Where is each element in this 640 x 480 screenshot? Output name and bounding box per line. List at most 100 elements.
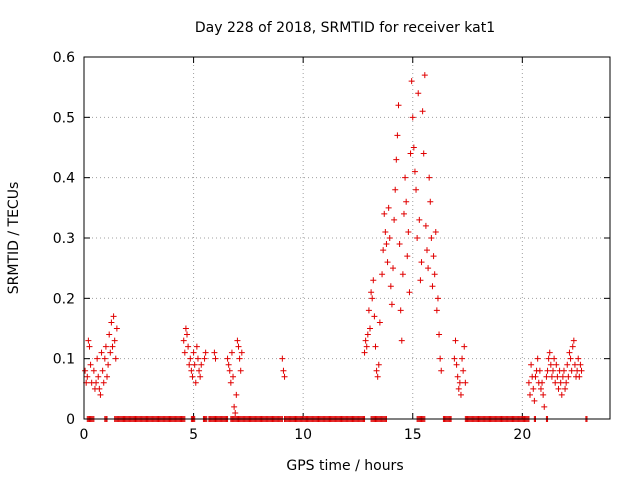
data-point <box>417 277 424 284</box>
data-point <box>181 349 188 356</box>
data-point <box>404 253 411 260</box>
data-point <box>395 102 402 109</box>
data-point <box>568 367 575 374</box>
data-point <box>364 331 371 338</box>
data-point <box>559 373 566 380</box>
y-axis-label: SRMTID / TECUs <box>6 182 22 295</box>
data-point <box>437 355 444 362</box>
data-point <box>555 385 562 392</box>
data-point <box>104 373 111 380</box>
data-point <box>409 114 416 121</box>
data-point <box>381 210 388 217</box>
data-point <box>415 90 422 97</box>
data-point <box>456 379 463 386</box>
data-point <box>182 325 189 332</box>
data-point <box>543 373 550 380</box>
axis-ticks: 0 0.1 0.2 0.3 0.4 0.5 0.6 0 5 10 15 20 <box>53 50 610 443</box>
data-point <box>402 174 409 181</box>
x-axis-label: GPS time / hours <box>286 458 403 474</box>
data-point <box>361 349 368 356</box>
data-point <box>406 289 413 296</box>
data-point <box>100 379 107 386</box>
data-point <box>367 325 374 332</box>
data-point <box>97 391 104 398</box>
data-point <box>87 361 94 368</box>
data-point <box>390 265 397 272</box>
data-point <box>550 367 557 374</box>
data-point <box>85 337 92 344</box>
data-point <box>531 397 538 404</box>
data-point <box>362 337 369 344</box>
data-point <box>416 216 423 223</box>
data-point <box>189 373 196 380</box>
data-point <box>102 343 109 350</box>
data-point <box>544 367 551 374</box>
x-tick-label: 5 <box>189 427 198 443</box>
data-point <box>231 403 238 410</box>
data-point <box>93 379 100 386</box>
data-point <box>551 355 558 362</box>
data-point <box>453 361 460 368</box>
data-point <box>527 391 534 398</box>
data-point <box>536 367 543 374</box>
y-tick-label: 0 <box>66 412 75 428</box>
data-point <box>429 283 436 290</box>
data-point <box>403 198 410 205</box>
data-point <box>438 367 445 374</box>
data-point <box>420 150 427 157</box>
data-point <box>563 379 570 386</box>
data-point <box>191 361 198 368</box>
data-point <box>565 373 572 380</box>
data-point <box>368 289 375 296</box>
data-point <box>113 325 120 332</box>
data-point <box>363 343 370 350</box>
data-point <box>384 259 391 266</box>
data-point <box>108 319 115 326</box>
data-point <box>281 373 288 380</box>
x-tick-label: 0 <box>80 427 89 443</box>
data-point <box>570 337 577 344</box>
data-point <box>557 379 564 386</box>
data-point <box>230 373 237 380</box>
data-point <box>202 349 209 356</box>
data-point <box>423 247 430 254</box>
data-point <box>532 373 539 380</box>
data-point <box>399 271 406 278</box>
data-point <box>110 313 117 320</box>
data-point <box>190 349 197 356</box>
data-point <box>380 247 387 254</box>
data-point <box>422 222 429 229</box>
data-point <box>562 385 569 392</box>
data-point <box>192 379 199 386</box>
data-point <box>386 235 393 241</box>
data-point <box>197 373 204 380</box>
data-point <box>279 355 286 362</box>
data-point <box>226 367 233 374</box>
data-point <box>459 355 466 362</box>
data-point <box>185 343 192 350</box>
data-point <box>86 343 93 350</box>
data-point <box>186 361 193 368</box>
data-point <box>428 235 435 241</box>
data-point <box>387 283 394 290</box>
data-point <box>554 373 561 380</box>
data-point <box>432 228 439 235</box>
data-point <box>375 361 382 368</box>
data-point <box>566 349 573 356</box>
data-point <box>545 355 552 362</box>
data-point <box>112 355 119 362</box>
data-point <box>106 331 113 338</box>
data-point <box>457 391 464 398</box>
data-point <box>227 379 234 386</box>
data-point <box>530 385 537 392</box>
data-point <box>400 210 407 217</box>
data-point <box>238 349 245 356</box>
x-tick-label: 15 <box>404 427 422 443</box>
data-point <box>372 343 379 350</box>
data-point <box>525 379 532 386</box>
data-point <box>567 355 574 362</box>
data-point <box>225 361 232 368</box>
data-point <box>461 343 468 350</box>
data-point <box>452 337 459 344</box>
data-point <box>236 355 243 362</box>
